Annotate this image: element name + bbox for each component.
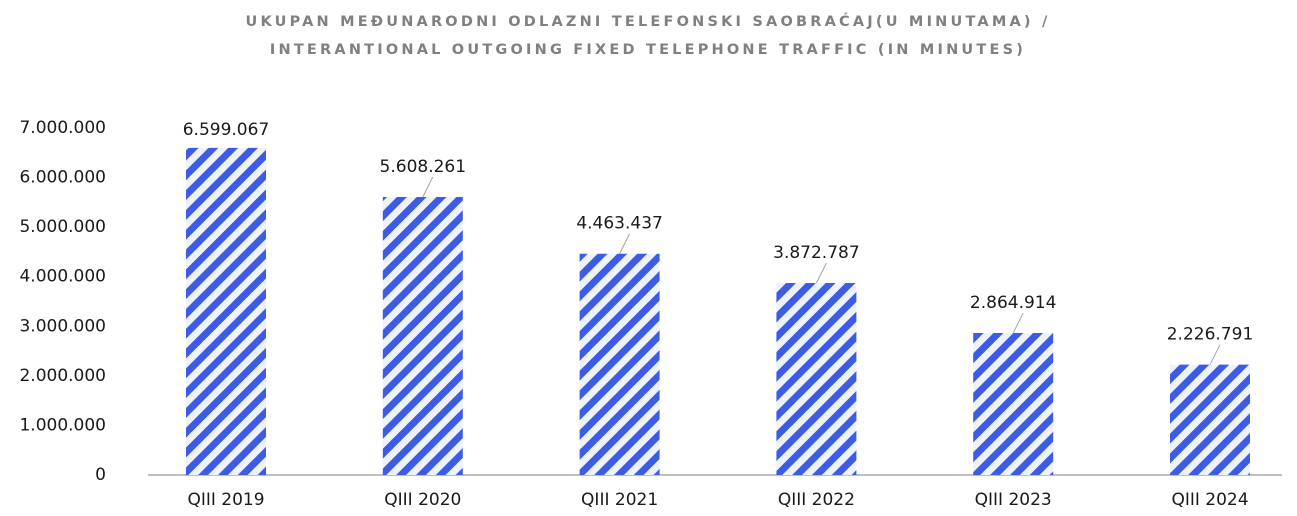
leader-line	[1209, 344, 1221, 365]
bar	[579, 253, 660, 475]
x-tick-label: QIII 2021	[581, 490, 658, 510]
leader-line	[422, 176, 434, 198]
y-tick-label: 1.000.000	[19, 415, 106, 435]
y-tick-label: 3.000.000	[19, 316, 106, 336]
y-tick-label: 7.000.000	[19, 118, 106, 138]
data-label: 5.608.261	[380, 157, 467, 177]
leader-line	[1012, 312, 1024, 334]
bar	[776, 283, 857, 475]
x-tick-label: QIII 2024	[1171, 490, 1248, 510]
bar	[973, 332, 1054, 475]
y-tick-label: 6.000.000	[19, 168, 106, 188]
y-tick-label: 2.000.000	[19, 366, 106, 386]
bar	[1170, 364, 1250, 475]
chart-title: INTERANTIONAL OUTGOING FIXED TELEPHONE T…	[270, 42, 1026, 58]
x-tick-label: QIII 2020	[384, 490, 461, 510]
data-label: 2.864.914	[970, 293, 1057, 313]
leader-line	[619, 233, 631, 254]
data-label: 6.599.067	[183, 120, 270, 140]
y-tick-label: 0	[95, 465, 106, 485]
data-label: 2.226.791	[1167, 325, 1254, 345]
bar	[186, 147, 266, 475]
leader-line	[815, 262, 827, 284]
x-tick-label: QIII 2019	[187, 490, 264, 510]
chart-title: UKUPAN MEĐUNARODNI ODLAZNI TELEFONSKI SA…	[246, 12, 1051, 30]
x-tick-label: QIII 2023	[975, 490, 1052, 510]
y-tick-label: 5.000.000	[19, 217, 106, 237]
x-tick-label: QIII 2022	[778, 490, 855, 510]
data-label: 4.463.437	[576, 214, 663, 234]
bar	[382, 196, 463, 476]
y-tick-label: 4.000.000	[19, 267, 106, 287]
data-label: 3.872.787	[773, 243, 860, 263]
